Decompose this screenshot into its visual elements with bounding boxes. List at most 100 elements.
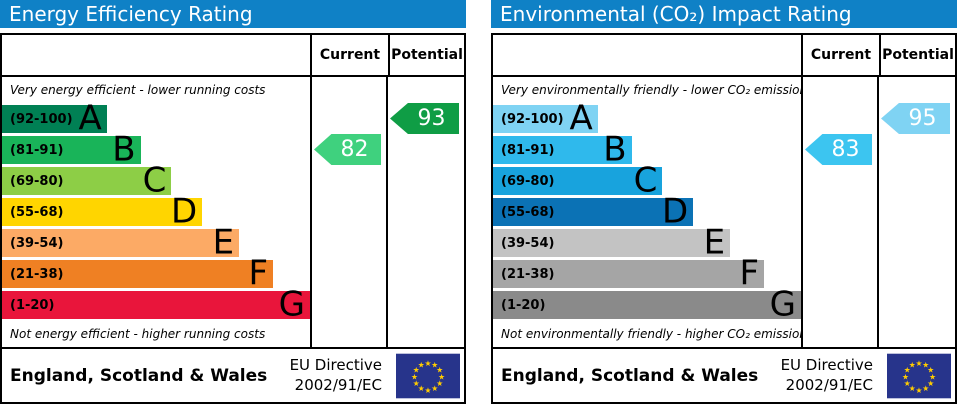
environmental-table-body: Very environmentally friendly - lower CO… [493, 77, 955, 347]
band-range: (81-91) [10, 142, 64, 158]
svg-text:★: ★ [413, 379, 420, 388]
band-b: (81-91) B [2, 132, 141, 166]
top-caption: Very energy efficient - lower running co… [10, 83, 266, 97]
potential-rating-arrow: 95 [881, 103, 950, 134]
environmental-impact-panel: Environmental (CO₂) Impact Rating Curren… [491, 0, 957, 404]
svg-text:★: ★ [436, 379, 443, 388]
band-range: (69-80) [10, 173, 64, 189]
band-a: (92-100) A [2, 101, 107, 135]
energy-panel-title: Energy Efficiency Rating [0, 0, 466, 28]
energy-rating-table: Current Potential Very energy efficient … [0, 33, 466, 404]
bottom-caption: Not energy efficient - higher running co… [10, 327, 266, 341]
environmental-rating-table: Current Potential Very environmentally f… [491, 33, 957, 404]
svg-text:★: ★ [927, 365, 934, 374]
eu-directive-line1: EU Directive [780, 356, 873, 374]
eu-directive-line2: 2002/91/EC [785, 375, 873, 394]
potential-rating-arrow: 93 [390, 103, 459, 134]
current-rating-value: 83 [831, 137, 860, 162]
band-letter: F [739, 253, 760, 294]
band-g: (1-20) G [2, 287, 310, 321]
svg-text:★: ★ [418, 360, 425, 369]
environmental-band-scale: Very environmentally friendly - lower CO… [493, 77, 801, 347]
band-letter: D [662, 191, 689, 232]
band-range: (1-20) [501, 297, 546, 313]
band-letter: C [142, 160, 167, 201]
svg-text:★: ★ [922, 360, 929, 369]
energy-table-head: Current Potential [2, 35, 464, 77]
potential-rating-column: 93 [388, 77, 464, 347]
svg-text:★: ★ [922, 384, 929, 393]
band-letter: A [78, 98, 102, 139]
svg-text:★: ★ [425, 385, 432, 394]
band-g: (1-20) G [493, 287, 801, 321]
bottom-caption: Not environmentally friendly - higher CO… [501, 327, 801, 341]
svg-text:★: ★ [909, 360, 916, 369]
current-rating-column: 82 [310, 77, 388, 347]
svg-text:★: ★ [425, 358, 432, 367]
svg-text:★: ★ [904, 365, 911, 374]
blank-head-cell [2, 35, 310, 75]
potential-column-header: Potential [388, 35, 464, 75]
band-range: (92-100) [10, 111, 73, 127]
band-a: (92-100) A [493, 101, 598, 135]
band-d: (55-68) D [493, 194, 694, 228]
band-range: (1-20) [10, 297, 55, 313]
energy-band-scale: Very energy efficient - lower running co… [2, 77, 310, 347]
band-range: (55-68) [10, 204, 64, 220]
band-letter: F [248, 253, 269, 294]
band-c: (69-80) C [2, 163, 172, 197]
svg-text:★: ★ [902, 372, 909, 381]
energy-table-footer: England, Scotland & Wales EU Directive 2… [2, 347, 464, 402]
band-e: (39-54) E [493, 225, 731, 259]
current-rating-value: 82 [340, 137, 369, 162]
band-letter: G [278, 284, 305, 325]
potential-column-header: Potential [879, 35, 955, 75]
band-letter: C [633, 160, 658, 201]
svg-text:★: ★ [929, 372, 936, 381]
band-f: (21-38) F [2, 256, 274, 290]
band-letter: B [112, 129, 136, 170]
svg-text:★: ★ [413, 365, 420, 374]
band-range: (81-91) [501, 142, 555, 158]
current-column-header: Current [801, 35, 879, 75]
top-caption: Very environmentally friendly - lower CO… [501, 83, 801, 97]
band-range: (21-38) [10, 266, 64, 282]
eu-directive-label: EU Directive 2002/91/EC [290, 356, 382, 395]
svg-text:★: ★ [411, 372, 418, 381]
svg-text:★: ★ [916, 358, 923, 367]
energy-efficiency-panel: Energy Efficiency Rating Current Potenti… [0, 0, 466, 404]
eu-flag-icon: ★ ★ ★ ★ ★ ★ ★ ★ ★ ★ ★ ★ [881, 353, 951, 399]
band-f: (21-38) F [493, 256, 765, 290]
energy-bands: (92-100) A (81-91) B (69-80) C (55-68) D (39… [2, 101, 310, 321]
band-range: (39-54) [10, 235, 64, 251]
svg-text:★: ★ [904, 379, 911, 388]
band-b: (81-91) B [493, 132, 632, 166]
svg-text:★: ★ [418, 384, 425, 393]
svg-text:★: ★ [431, 384, 438, 393]
eu-directive-label: EU Directive 2002/91/EC [781, 356, 873, 395]
current-column-header: Current [310, 35, 388, 75]
svg-text:★: ★ [916, 385, 923, 394]
band-range: (21-38) [501, 266, 555, 282]
eu-directive-line2: 2002/91/EC [294, 375, 382, 394]
potential-rating-value: 95 [908, 106, 937, 131]
svg-text:★: ★ [909, 384, 916, 393]
potential-rating-column: 95 [879, 77, 955, 347]
band-letter: G [769, 284, 796, 325]
band-letter: E [212, 222, 235, 263]
svg-text:★: ★ [431, 360, 438, 369]
band-range: (69-80) [501, 173, 555, 189]
eu-flag-icon: ★ ★ ★ ★ ★ ★ ★ ★ ★ ★ ★ ★ [390, 353, 460, 399]
band-range: (55-68) [501, 204, 555, 220]
environmental-table-footer: England, Scotland & Wales EU Directive 2… [493, 347, 955, 402]
band-letter: D [171, 191, 198, 232]
environmental-table-head: Current Potential [493, 35, 955, 77]
current-rating-arrow: 83 [805, 134, 872, 165]
environmental-panel-title: Environmental (CO₂) Impact Rating [491, 0, 957, 28]
environmental-bands: (92-100) A (81-91) B (69-80) C (55-68) D (39… [493, 101, 801, 321]
band-range: (39-54) [501, 235, 555, 251]
band-letter: B [603, 129, 627, 170]
band-d: (55-68) D [2, 194, 203, 228]
band-e: (39-54) E [2, 225, 240, 259]
blank-head-cell [493, 35, 801, 75]
